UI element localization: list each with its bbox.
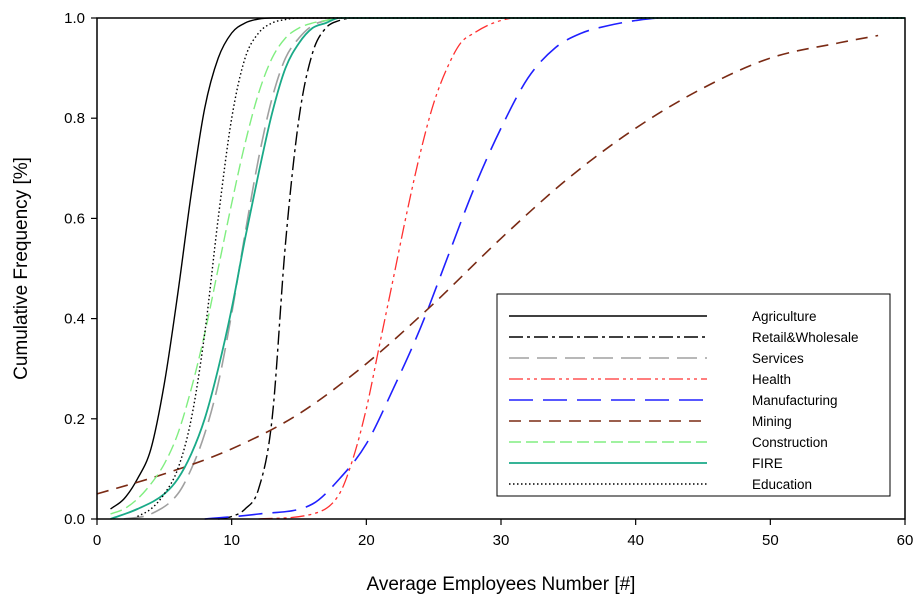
- x-tick-label: 60: [897, 532, 914, 549]
- x-tick-label: 20: [358, 532, 375, 549]
- legend-entry-label: Health: [752, 372, 791, 387]
- series-line-manufacturing: [204, 17, 905, 520]
- y-tick-label: 0.6: [64, 210, 85, 227]
- x-tick-label: 30: [493, 532, 510, 549]
- y-axis-title: Cumulative Frequency [%]: [11, 157, 32, 380]
- y-tick-label: 0.4: [64, 311, 85, 328]
- legend-entry-label: FIRE: [752, 456, 783, 471]
- legend-entry-label: Mining: [752, 414, 792, 429]
- legend-entry-label: Construction: [752, 435, 828, 450]
- x-tick-label: 0: [93, 532, 101, 549]
- x-tick-label: 50: [762, 532, 779, 549]
- legend: Agriculture Retail&Wholesale Services Healt…: [496, 293, 891, 497]
- x-axis-ticks: 0 10 20 30 40 50 60: [93, 519, 914, 549]
- y-axis-ticks: 0.0 0.2 0.4 0.6 0.8 1.0: [64, 10, 97, 528]
- legend-entry-label: Retail&Wholesale: [752, 330, 859, 345]
- legend-entry-label: Services: [752, 351, 804, 366]
- y-tick-label: 1.0: [64, 10, 85, 27]
- x-axis-title: Average Employees Number [#]: [367, 574, 636, 595]
- x-tick-label: 40: [627, 532, 644, 549]
- series-line-retail-wholesale: [218, 17, 905, 520]
- series-line-mining: [96, 34, 879, 495]
- legend-entry-label: Manufacturing: [752, 393, 838, 408]
- y-tick-label: 0.2: [64, 411, 85, 428]
- y-tick-label: 0.0: [64, 511, 85, 528]
- x-tick-label: 10: [223, 532, 240, 549]
- y-tick-label: 0.8: [64, 110, 85, 127]
- legend-entry-label: Agriculture: [752, 309, 817, 324]
- legend-entry-label: Education: [752, 477, 812, 492]
